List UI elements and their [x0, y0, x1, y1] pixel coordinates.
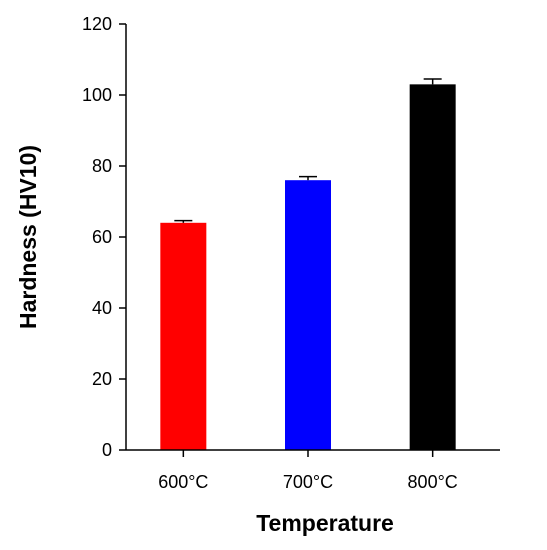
y-tick-label: 20 — [92, 369, 112, 389]
bar-1 — [285, 180, 331, 450]
y-axis-ticks: 0 20 40 60 80 100 120 — [82, 14, 126, 460]
x-tick-label: 700°C — [283, 472, 333, 492]
error-bars — [174, 78, 442, 223]
bar-0 — [160, 222, 207, 450]
x-axis-ticks: 600°C 700°C 800°C — [158, 450, 458, 492]
y-tick-label: 0 — [102, 440, 112, 460]
y-tick-label: 40 — [92, 298, 112, 318]
y-tick-label: 120 — [82, 14, 112, 34]
y-tick-label: 80 — [92, 156, 112, 176]
y-tick-label: 100 — [82, 85, 112, 105]
y-axis-title: Hardness (HV10) — [15, 145, 41, 329]
x-axis-title: Temperature — [256, 510, 394, 536]
x-tick-label: 800°C — [408, 472, 458, 492]
x-tick-label: 600°C — [158, 472, 208, 492]
bars — [160, 84, 456, 450]
y-tick-label: 60 — [92, 227, 112, 247]
bar-2 — [409, 84, 456, 450]
